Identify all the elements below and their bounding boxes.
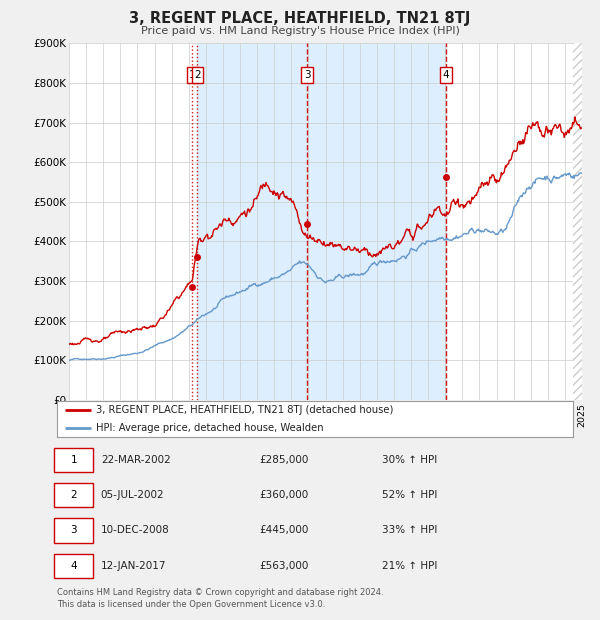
Text: 4: 4 — [70, 560, 77, 571]
Text: 52% ↑ HPI: 52% ↑ HPI — [382, 490, 437, 500]
Bar — [197, 43, 307, 400]
Text: 1: 1 — [70, 454, 77, 465]
Bar — [307, 43, 446, 400]
FancyBboxPatch shape — [55, 554, 93, 578]
Text: 10-DEC-2008: 10-DEC-2008 — [101, 525, 170, 536]
Text: Price paid vs. HM Land Registry's House Price Index (HPI): Price paid vs. HM Land Registry's House … — [140, 26, 460, 36]
Text: 30% ↑ HPI: 30% ↑ HPI — [382, 454, 437, 465]
FancyBboxPatch shape — [55, 483, 93, 507]
Text: Contains HM Land Registry data © Crown copyright and database right 2024.
This d: Contains HM Land Registry data © Crown c… — [57, 588, 383, 609]
Text: 3, REGENT PLACE, HEATHFIELD, TN21 8TJ: 3, REGENT PLACE, HEATHFIELD, TN21 8TJ — [130, 11, 470, 26]
Text: £360,000: £360,000 — [259, 490, 308, 500]
Text: 2: 2 — [70, 490, 77, 500]
Text: 1: 1 — [189, 70, 196, 80]
Text: 22-MAR-2002: 22-MAR-2002 — [101, 454, 170, 465]
Text: £563,000: £563,000 — [259, 560, 309, 571]
FancyBboxPatch shape — [55, 518, 93, 542]
Text: £285,000: £285,000 — [259, 454, 309, 465]
Text: 05-JUL-2002: 05-JUL-2002 — [101, 490, 164, 500]
Text: 3: 3 — [304, 70, 311, 80]
Text: 21% ↑ HPI: 21% ↑ HPI — [382, 560, 437, 571]
Text: 33% ↑ HPI: 33% ↑ HPI — [382, 525, 437, 536]
Text: £445,000: £445,000 — [259, 525, 309, 536]
Text: 3, REGENT PLACE, HEATHFIELD, TN21 8TJ (detached house): 3, REGENT PLACE, HEATHFIELD, TN21 8TJ (d… — [96, 405, 393, 415]
Text: 3: 3 — [70, 525, 77, 536]
Bar — [574, 43, 582, 400]
Text: HPI: Average price, detached house, Wealden: HPI: Average price, detached house, Weal… — [96, 423, 323, 433]
FancyBboxPatch shape — [55, 448, 93, 472]
Text: 4: 4 — [443, 70, 449, 80]
Text: 12-JAN-2017: 12-JAN-2017 — [101, 560, 166, 571]
Text: 2: 2 — [194, 70, 201, 80]
Bar — [574, 43, 582, 400]
